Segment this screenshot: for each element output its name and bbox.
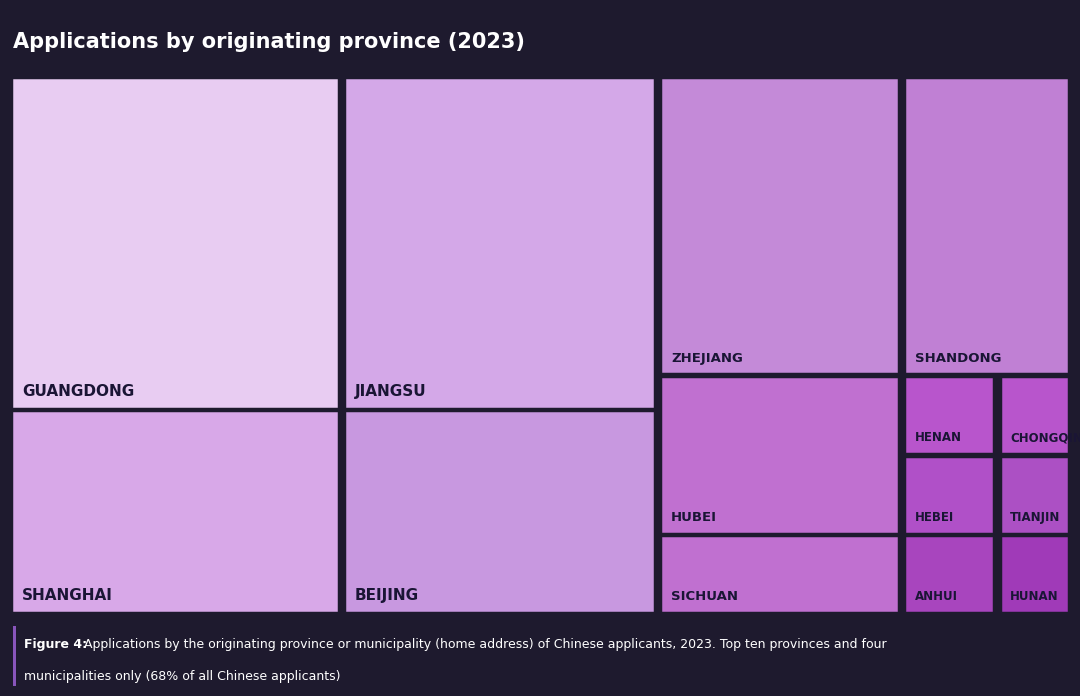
Bar [1000,535,1069,613]
Text: BEIJING: BEIJING [355,588,419,603]
Text: ZHEJIANG: ZHEJIANG [671,351,743,365]
Bar [904,535,995,613]
Text: JIANGSU: JIANGSU [355,384,427,400]
Bar [13,626,16,686]
Text: Applications by originating province (2023): Applications by originating province (20… [13,33,525,52]
Bar [660,376,899,534]
Text: HENAN: HENAN [915,432,962,444]
Text: HUNAN: HUNAN [1011,590,1059,603]
Bar [11,77,339,409]
Bar [904,376,995,454]
Bar [1000,456,1069,534]
Text: HUBEI: HUBEI [671,511,717,524]
Text: TIANJIN: TIANJIN [1011,511,1061,524]
Text: municipalities only (68% of all Chinese applicants): municipalities only (68% of all Chinese … [24,670,340,683]
Bar [904,77,1069,374]
Bar [660,535,899,613]
Text: SICHUAN: SICHUAN [671,590,738,603]
Text: CHONGQING: CHONGQING [1011,432,1080,444]
Text: GUANGDONG: GUANGDONG [22,384,134,400]
Text: Applications by the originating province or municipality (home address) of Chine: Applications by the originating province… [80,638,887,651]
Text: HEBEI: HEBEI [915,511,954,524]
Bar [345,411,656,613]
Bar [1000,376,1069,454]
Text: SHANGHAI: SHANGHAI [22,588,112,603]
Text: Figure 4:: Figure 4: [24,638,86,651]
Bar [11,411,339,613]
Bar [345,77,656,409]
Text: SHANDONG: SHANDONG [915,351,1001,365]
Bar [904,456,995,534]
Text: ANHUI: ANHUI [915,590,958,603]
Bar [660,77,899,374]
